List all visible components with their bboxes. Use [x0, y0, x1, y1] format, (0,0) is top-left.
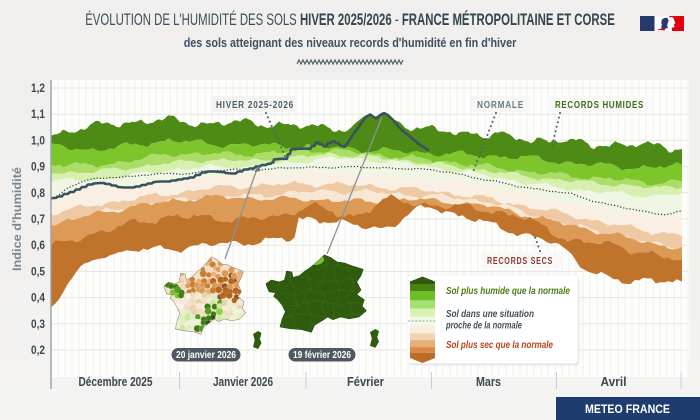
svg-text:0,4: 0,4 — [31, 293, 46, 305]
svg-text:Sol dans une situation: Sol dans une situation — [446, 308, 534, 320]
svg-text:20 janvier 2026: 20 janvier 2026 — [176, 350, 236, 361]
svg-text:1,2: 1,2 — [31, 83, 45, 95]
svg-text:Janvier 2026: Janvier 2026 — [213, 375, 273, 389]
svg-text:proche de la normale: proche de la normale — [445, 320, 522, 332]
svg-text:0,2: 0,2 — [31, 345, 45, 357]
svg-text:Sol plus humide que la normale: Sol plus humide que la normale — [446, 285, 570, 297]
svg-text:RECORDS HUMIDES: RECORDS HUMIDES — [555, 99, 644, 111]
svg-text:Indice d'humidité: Indice d'humidité — [12, 167, 24, 271]
svg-text:NORMALE: NORMALE — [477, 99, 524, 111]
svg-text:Sol plus sec que la normale: Sol plus sec que la normale — [446, 339, 553, 351]
svg-text:0,9: 0,9 — [31, 162, 45, 174]
svg-text:1,1: 1,1 — [31, 109, 46, 121]
svg-text:Mars: Mars — [476, 375, 501, 389]
svg-text:0,5: 0,5 — [31, 266, 46, 278]
svg-text:RECORDS SECS: RECORDS SECS — [487, 255, 553, 267]
svg-text:Avril: Avril — [601, 375, 627, 389]
svg-text:METEO FRANCE: METEO FRANCE — [585, 402, 670, 416]
svg-text:0,7: 0,7 — [31, 214, 45, 226]
svg-text:HIVER 2025-2026: HIVER 2025-2026 — [216, 99, 294, 111]
svg-text:0,8: 0,8 — [31, 188, 46, 200]
svg-text:0,3: 0,3 — [31, 319, 45, 331]
svg-text:1,0: 1,0 — [31, 135, 45, 147]
svg-text:Février: Février — [347, 375, 384, 389]
svg-text:Décembre 2025: Décembre 2025 — [79, 375, 153, 389]
svg-text:0,6: 0,6 — [31, 240, 45, 252]
svg-text:19 février 2026: 19 février 2026 — [293, 350, 351, 361]
